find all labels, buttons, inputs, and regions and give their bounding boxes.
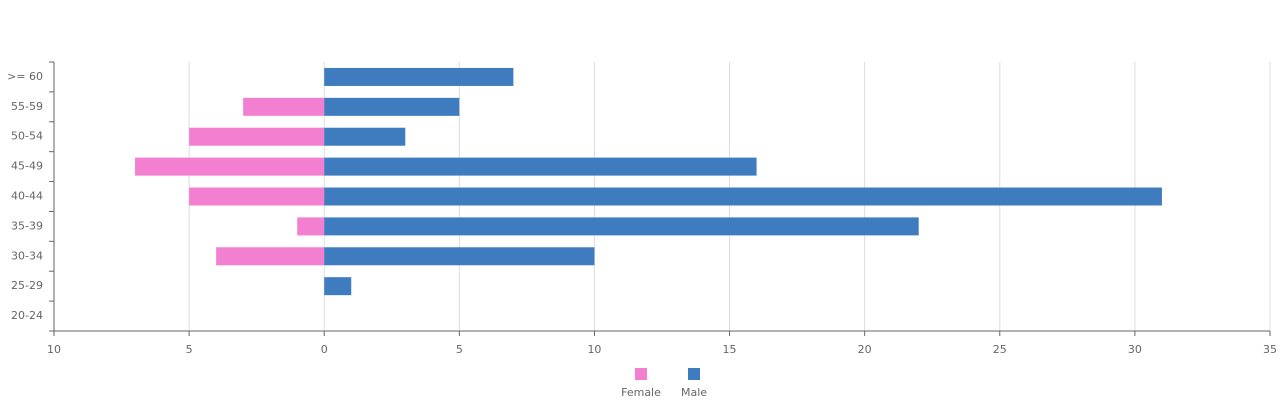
y-tick-label: 30-34 <box>11 249 43 262</box>
x-tick-label: 10 <box>47 343 61 356</box>
y-tick-label: 55-59 <box>11 100 43 113</box>
x-tick-label: 35 <box>1263 343 1277 356</box>
y-tick-label: >= 60 <box>7 70 43 83</box>
y-tick-label: 20-24 <box>11 309 43 322</box>
legend-swatch <box>688 368 700 380</box>
x-tick-label: 5 <box>456 343 463 356</box>
bar <box>297 217 325 236</box>
legend-swatch <box>635 368 647 380</box>
bar <box>324 187 1162 206</box>
bar <box>324 277 352 296</box>
y-tick-label: 50-54 <box>11 130 43 143</box>
bar <box>135 157 325 176</box>
x-tick-label: 25 <box>993 343 1007 356</box>
bar <box>324 127 406 146</box>
bar <box>324 97 460 116</box>
legend-label: Male <box>681 386 707 399</box>
bar <box>189 127 325 146</box>
bar <box>324 157 757 176</box>
bar <box>189 187 325 206</box>
bar <box>324 247 595 266</box>
x-tick-label: 5 <box>186 343 193 356</box>
x-tick-label: 10 <box>587 343 601 356</box>
bar <box>243 97 325 116</box>
x-tick-label: 15 <box>723 343 737 356</box>
x-tick-label: 30 <box>1128 343 1142 356</box>
x-tick-label: 20 <box>858 343 872 356</box>
y-tick-label: 25-29 <box>11 279 43 292</box>
y-tick-label: 35-39 <box>11 219 43 232</box>
y-tick-label: 45-49 <box>11 160 43 173</box>
x-tick-label: 0 <box>321 343 328 356</box>
bar <box>324 217 919 236</box>
legend-label: Female <box>621 386 661 399</box>
y-tick-label: 40-44 <box>11 190 43 203</box>
bar <box>324 67 514 86</box>
bar <box>216 247 325 266</box>
